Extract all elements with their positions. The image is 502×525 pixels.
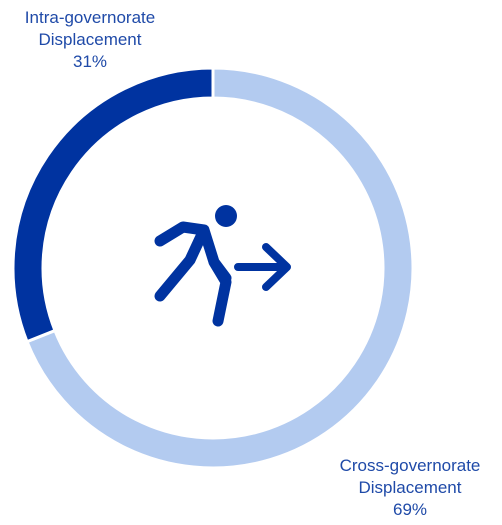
slice-label-intra: Intra-governorate Displacement 31%	[0, 7, 180, 73]
slice-label-cross-line1: Cross-governorate	[339, 456, 481, 475]
slice-value-cross: 69%	[392, 500, 428, 519]
donut-slice-intra	[11, 66, 215, 344]
icon-head	[215, 205, 237, 227]
person-leaving-icon	[154, 205, 291, 327]
slice-label-cross: Cross-governorate Displacement 69%	[318, 455, 502, 521]
icon-body	[154, 221, 232, 327]
slice-label-intra-line2: Displacement	[38, 30, 142, 49]
icon-arrow	[234, 243, 291, 291]
slice-label-intra-line1: Intra-governorate	[24, 8, 156, 27]
slice-label-cross-line2: Displacement	[358, 478, 462, 497]
donut-slice-cross	[25, 66, 415, 470]
slice-value-intra: 31%	[72, 52, 108, 71]
